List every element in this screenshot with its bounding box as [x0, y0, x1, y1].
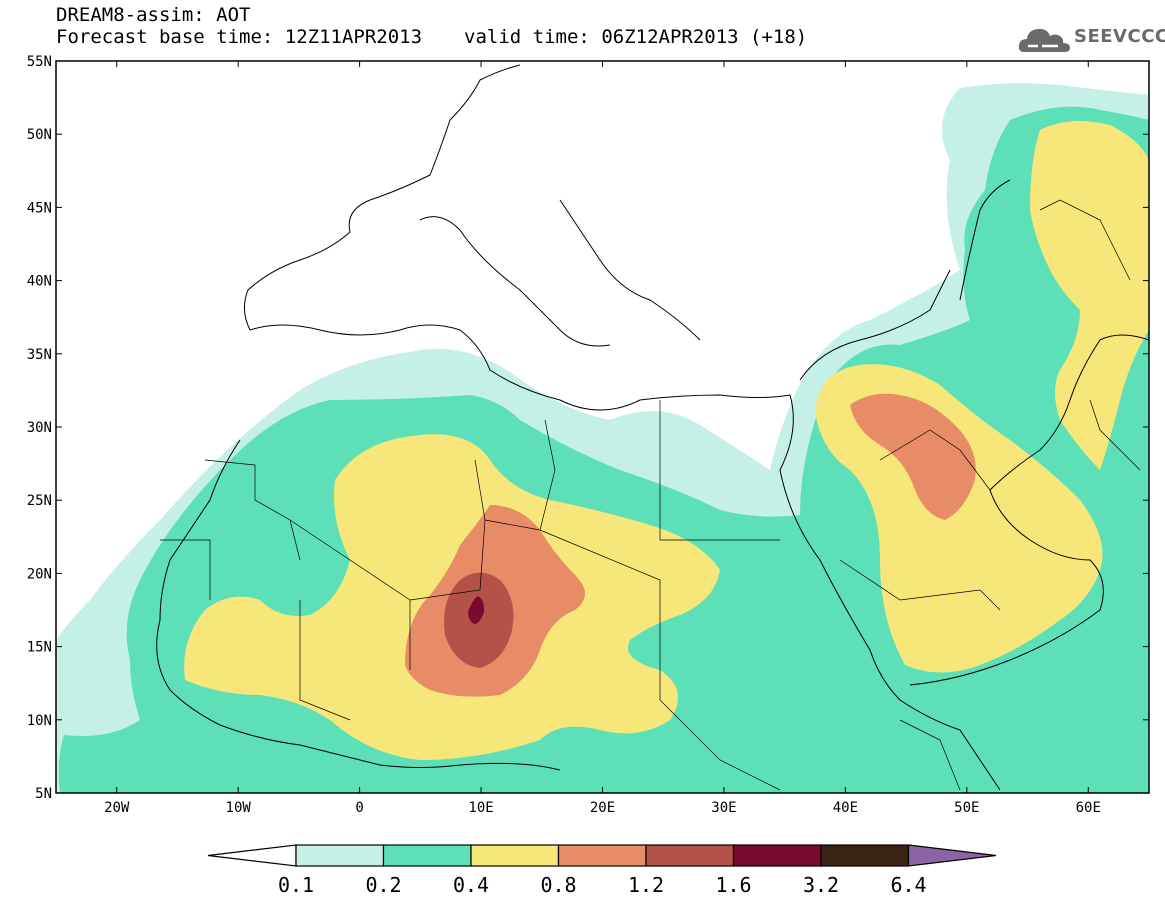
- colorbar-over-arrow: [907, 844, 997, 867]
- lon-tick-label: 10E: [468, 800, 493, 816]
- country-borders: [160, 199, 1141, 791]
- logo-text: SEEVCCC: [1074, 26, 1165, 47]
- lat-tick-label: 5N: [35, 786, 52, 802]
- coastlines: [156, 64, 1149, 791]
- lat-tick-label: 10N: [27, 713, 52, 729]
- lon-tick-label: 20E: [590, 800, 615, 816]
- lat-tick-label: 30N: [27, 420, 52, 436]
- aot-contour-1.6: [468, 596, 485, 624]
- lon-tick-label: 50E: [954, 800, 979, 816]
- lon-tick-label: 0: [355, 800, 363, 816]
- valid-time: valid time: 06Z12APR2013 (+18): [464, 26, 808, 48]
- lat-tick-label: 35N: [27, 347, 52, 363]
- colorbar-swatch: [820, 844, 910, 867]
- colorbar-label: 3.2: [803, 873, 839, 897]
- lon-tick-label: 40E: [833, 800, 858, 816]
- lat-tick-label: 20N: [27, 566, 52, 582]
- colorbar-label: 0.8: [540, 873, 576, 897]
- colorbar-swatch: [295, 844, 385, 867]
- aot-field: [56, 83, 1149, 793]
- lon-tick-label: 60E: [1076, 800, 1101, 816]
- colorbar-label: 0.2: [365, 873, 401, 897]
- colorbar-swatch: [557, 844, 647, 867]
- seevccc-logo: SEEVCCC: [1018, 22, 1165, 58]
- lon-tick-label: 10W: [226, 800, 252, 816]
- colorbar-label: 0.1: [278, 873, 314, 897]
- colorbar-swatch: [470, 844, 560, 867]
- colorbar-under-arrow: [207, 844, 297, 867]
- lon-tick-label: 30E: [711, 800, 736, 816]
- lat-tick-label: 25N: [27, 493, 52, 509]
- lat-tick-label: 45N: [27, 200, 52, 216]
- colorbar-swatch: [645, 844, 735, 867]
- cloud-icon: [1018, 28, 1070, 52]
- colorbar-swatch: [732, 844, 822, 867]
- lat-tick-label: 55N: [27, 54, 52, 70]
- lat-tick-label: 15N: [27, 640, 52, 656]
- lat-tick-label: 40N: [27, 274, 52, 290]
- colorbar: 0.1 0.2 0.4 0.8 1.2 1.6 3.2 6.4: [207, 844, 997, 897]
- latitude-axis: 55N 50N 45N 40N 35N 30N 25N 20N 15N 10N 5N: [27, 54, 1149, 802]
- lat-tick-label: 50N: [27, 127, 52, 143]
- lon-tick-label: 20W: [104, 800, 130, 816]
- map-title: DREAM8-assim: AOT: [56, 4, 251, 26]
- colorbar-label: 1.2: [628, 873, 664, 897]
- colorbar-label: 0.4: [453, 873, 489, 897]
- colorbar-swatch: [382, 844, 472, 867]
- colorbar-label: 1.6: [715, 873, 751, 897]
- base-time: Forecast base time: 12Z11APR2013: [56, 26, 423, 48]
- forecast-time-line: Forecast base time: 12Z11APR2013 valid ti…: [56, 26, 807, 48]
- longitude-axis: 20W 10W 0 10E 20E 30E 40E 50E 60E: [104, 61, 1101, 816]
- colorbar-label: 6.4: [890, 873, 926, 897]
